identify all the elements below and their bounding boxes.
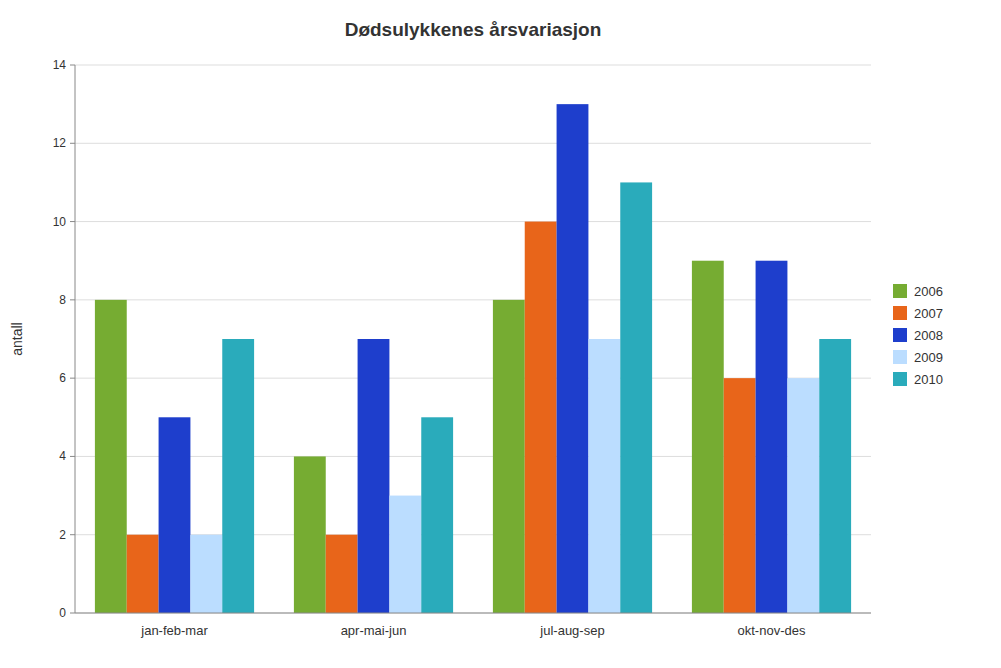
y-tick bbox=[70, 613, 75, 614]
bar: 2006: 4 bbox=[294, 456, 326, 613]
grid bbox=[75, 65, 871, 613]
bar: 2007: 2 bbox=[127, 535, 159, 613]
legend: 2006 2007 2008 2009 2010 bbox=[893, 284, 943, 387]
bar: 2009: 7 bbox=[588, 339, 620, 613]
y-axis-label: antall bbox=[9, 322, 25, 355]
bar: 2010: 11 bbox=[620, 182, 652, 613]
legend-label: 2007 bbox=[914, 306, 943, 321]
legend-label: 2008 bbox=[914, 328, 943, 343]
bar: 2009: 2 bbox=[190, 535, 222, 613]
bar: 2008: 13 bbox=[557, 104, 589, 613]
bar: 2006: 8 bbox=[95, 300, 127, 613]
bar: 2007: 10 bbox=[525, 222, 557, 613]
bar: 2006: 8 bbox=[493, 300, 525, 613]
y-axis-line bbox=[75, 65, 76, 613]
y-tick-label: 14 bbox=[53, 58, 67, 72]
bar: 2007: 6 bbox=[724, 378, 756, 613]
y-tick-label: 6 bbox=[59, 371, 66, 385]
y-tick bbox=[70, 65, 75, 66]
bar: 2008: 7 bbox=[358, 339, 390, 613]
y-tick-label: 0 bbox=[59, 606, 66, 620]
x-tick-label: jan-feb-mar bbox=[140, 623, 208, 638]
y-tick-label: 12 bbox=[53, 136, 67, 150]
x-tick-label: apr-mai-jun bbox=[341, 623, 407, 638]
y-tick bbox=[70, 378, 75, 379]
legend-swatch bbox=[893, 328, 907, 342]
bar: 2010: 7 bbox=[222, 339, 254, 613]
y-tick bbox=[70, 456, 75, 457]
y-tick bbox=[70, 299, 75, 300]
x-tick-label: okt-nov-des bbox=[738, 623, 806, 638]
legend-label: 2010 bbox=[914, 372, 943, 387]
bar: 2008: 5 bbox=[159, 417, 191, 613]
y-tick bbox=[70, 143, 75, 144]
legend-swatch bbox=[893, 372, 907, 386]
grid-line bbox=[75, 65, 871, 66]
bar: 2008: 9 bbox=[756, 261, 788, 613]
grid-line bbox=[75, 299, 871, 300]
legend-label: 2009 bbox=[914, 350, 943, 365]
bar: 2007: 2 bbox=[326, 535, 358, 613]
chart-svg: Dødsulykkenes årsvariasjon antall 0 2 4 6 8 10 1… bbox=[0, 0, 1001, 668]
legend-swatch bbox=[893, 306, 907, 320]
y-tick-label: 2 bbox=[59, 528, 66, 542]
bars: 2006: 8 2006: 4 2006: 8 2006: 9 2007: 2 2007:… bbox=[95, 104, 851, 613]
bar: 2006: 9 bbox=[692, 261, 724, 613]
grid-line bbox=[75, 613, 871, 614]
legend-swatch bbox=[893, 350, 907, 364]
grid-line bbox=[75, 143, 871, 144]
legend-label: 2006 bbox=[914, 284, 943, 299]
legend-swatch bbox=[893, 284, 907, 298]
y-tick bbox=[70, 534, 75, 535]
bar: 2010: 5 bbox=[421, 417, 453, 613]
grid-line bbox=[75, 221, 871, 222]
chart-container: Dødsulykkenes årsvariasjon antall 0 2 4 6 8 10 1… bbox=[0, 0, 1001, 668]
x-axis-line bbox=[75, 613, 871, 614]
bar: 2009: 3 bbox=[389, 496, 421, 613]
bar: 2010: 7 bbox=[819, 339, 851, 613]
y-tick-label: 4 bbox=[59, 449, 66, 463]
y-tick-label: 8 bbox=[59, 293, 66, 307]
y-tick bbox=[70, 221, 75, 222]
x-tick-label: jul-aug-sep bbox=[539, 623, 604, 638]
bar: 2009: 6 bbox=[787, 378, 819, 613]
chart-title: Dødsulykkenes årsvariasjon bbox=[345, 19, 602, 40]
y-tick-label: 10 bbox=[53, 215, 67, 229]
